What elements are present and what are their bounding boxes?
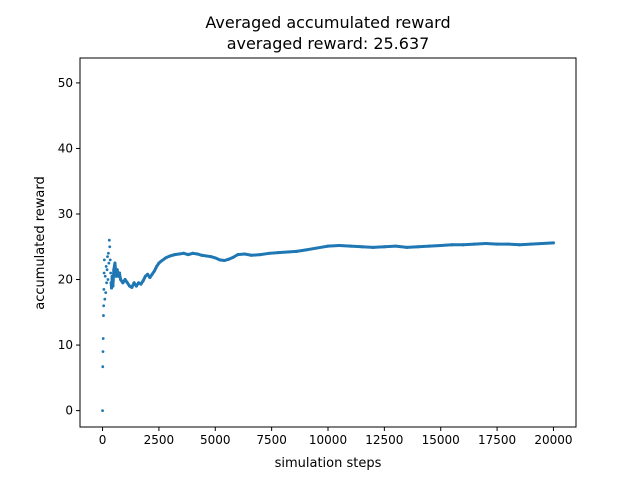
series-segment	[542, 243, 553, 244]
x-tick-label: 5000	[200, 433, 231, 447]
series-segment	[373, 247, 384, 248]
data-point	[103, 272, 106, 275]
x-tick-label: 7500	[256, 433, 287, 447]
chart-subtitle: averaged reward: 25.637	[227, 34, 430, 53]
series-segment	[305, 248, 316, 250]
data-point	[106, 255, 109, 258]
data-point	[101, 409, 104, 412]
x-tick-label: 0	[99, 433, 107, 447]
series-segment	[339, 245, 350, 246]
chart-title: Averaged accumulated reward	[205, 13, 450, 32]
x-tick-label: 2500	[144, 433, 175, 447]
data-point	[101, 365, 104, 368]
data-point	[107, 278, 110, 281]
data-point	[105, 265, 108, 268]
series-segment	[475, 243, 486, 244]
data-point	[105, 281, 108, 284]
y-axis-label: accumulated reward	[33, 176, 48, 310]
series-segment	[384, 246, 395, 247]
y-tick-label: 0	[65, 404, 73, 418]
y-tick-label: 30	[58, 207, 73, 221]
series-segment	[362, 247, 373, 248]
data-point	[102, 350, 105, 353]
data-point	[107, 252, 110, 255]
x-tick-label: 12500	[365, 433, 403, 447]
data-point	[102, 304, 105, 307]
y-tick-label: 10	[58, 338, 73, 352]
data-point	[102, 337, 105, 340]
data-point	[103, 258, 106, 261]
series-segment	[441, 245, 452, 246]
series-segment	[463, 244, 474, 245]
series-segment	[407, 247, 418, 248]
data-point	[107, 262, 110, 265]
series-segment	[486, 243, 497, 244]
data-point	[102, 288, 105, 291]
series-segment	[418, 246, 429, 247]
x-tick-label: 17500	[478, 433, 516, 447]
data-point	[109, 258, 112, 261]
y-tick-label: 50	[58, 76, 73, 90]
data-point	[103, 298, 106, 301]
x-tick-label: 20000	[534, 433, 572, 447]
series-segment	[351, 246, 362, 247]
series-segment	[520, 244, 531, 245]
data-point	[108, 239, 111, 242]
data-point	[104, 275, 107, 278]
x-tick-label: 10000	[309, 433, 347, 447]
series-segment	[396, 246, 407, 247]
x-axis-label: simulation steps	[275, 456, 382, 471]
data-point	[109, 272, 112, 275]
y-tick-label: 40	[58, 141, 73, 155]
series-segment	[113, 270, 114, 286]
series-segment	[317, 246, 328, 248]
y-tick-label: 20	[58, 273, 73, 287]
data-point	[104, 291, 107, 294]
series-segment	[429, 245, 440, 246]
series-segment	[328, 245, 339, 246]
data-point	[106, 268, 109, 271]
data-point	[108, 245, 111, 248]
x-tick-label: 15000	[422, 433, 460, 447]
series-segment	[531, 243, 542, 244]
data-point	[102, 314, 105, 317]
series-segment	[508, 244, 519, 245]
